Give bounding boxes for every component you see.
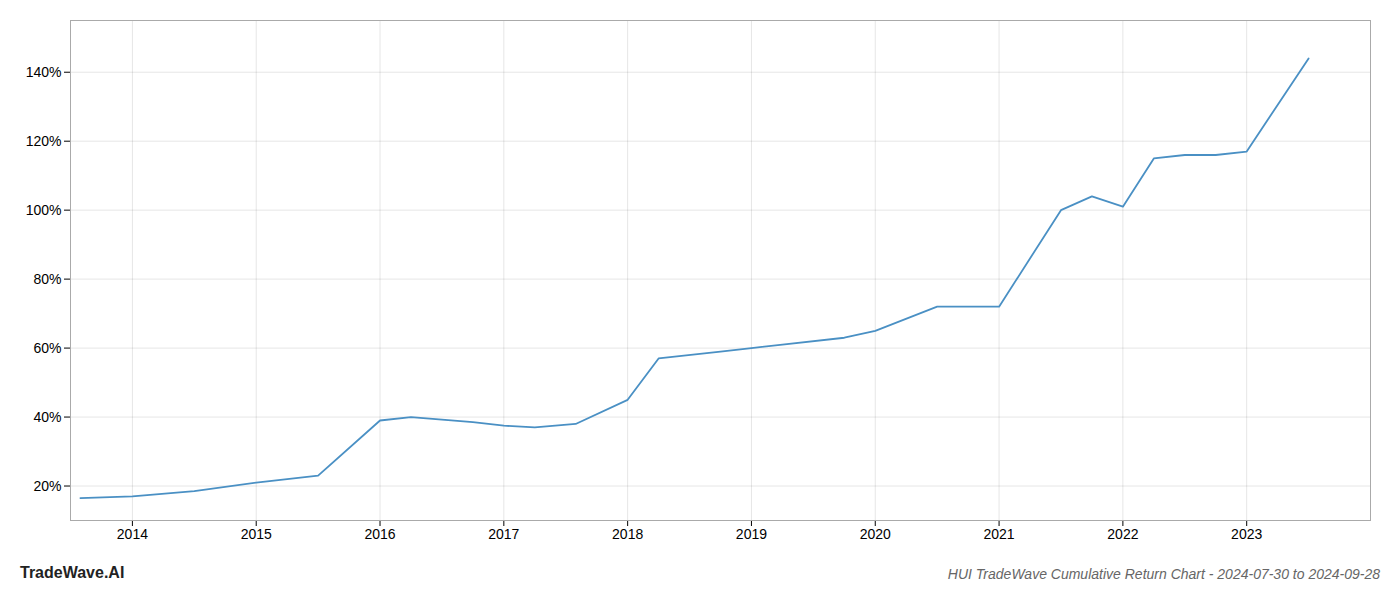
html-text:TradeWave.AI: TradeWave.AI: [20, 564, 125, 581]
svg-text:2015: 2015: [241, 526, 272, 542]
svg-text:2020: 2020: [860, 526, 891, 542]
svg-text:2017: 2017: [488, 526, 519, 542]
html-text:HUI TradeWave Cumulative Retur: HUI TradeWave Cumulative Return Chart - …: [947, 566, 1380, 582]
svg-text:2023: 2023: [1231, 526, 1262, 542]
svg-text:120%: 120%: [26, 133, 62, 149]
svg-text:140%: 140%: [26, 64, 62, 80]
svg-text:2022: 2022: [1107, 526, 1138, 542]
svg-text:60%: 60%: [33, 340, 61, 356]
svg-text:2019: 2019: [736, 526, 767, 542]
svg-text:2014: 2014: [117, 526, 148, 542]
svg-text:20%: 20%: [33, 477, 61, 493]
svg-text:2018: 2018: [612, 526, 643, 542]
svg-text:80%: 80%: [33, 271, 61, 287]
svg-text:2016: 2016: [364, 526, 395, 542]
svg-text:2021: 2021: [983, 526, 1014, 542]
svg-text:40%: 40%: [33, 409, 61, 425]
svg-text:100%: 100%: [26, 202, 62, 218]
